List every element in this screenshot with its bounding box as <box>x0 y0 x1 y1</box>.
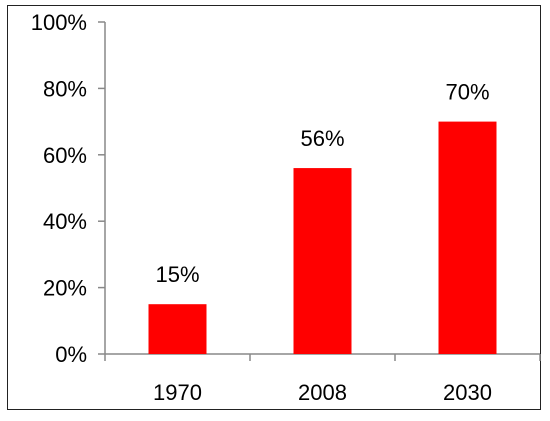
y-tick-label: 60% <box>43 143 87 168</box>
x-tick-label: 1970 <box>153 380 202 405</box>
y-tick-label: 100% <box>31 10 87 35</box>
y-tick-label: 40% <box>43 209 87 234</box>
y-tick-label: 80% <box>43 76 87 101</box>
y-tick-label: 0% <box>55 342 87 367</box>
x-tick-label: 2008 <box>298 380 347 405</box>
data-label: 56% <box>300 126 344 151</box>
data-label: 15% <box>155 262 199 287</box>
y-tick-label: 20% <box>43 276 87 301</box>
data-label: 70% <box>445 80 489 105</box>
bar-1970 <box>148 304 207 354</box>
bar-2008 <box>293 168 352 354</box>
x-tick-label: 2030 <box>443 380 492 405</box>
bar-2030 <box>438 121 497 354</box>
